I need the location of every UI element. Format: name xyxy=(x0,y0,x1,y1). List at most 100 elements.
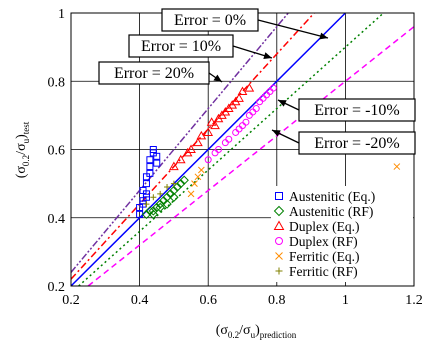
data-point xyxy=(249,108,257,116)
data-point xyxy=(273,205,285,217)
data-point xyxy=(146,163,154,171)
legend-entry: Austenitic (Eq.) xyxy=(275,189,375,204)
x-tick-label: 0.4 xyxy=(131,293,149,308)
data-point xyxy=(275,192,283,200)
data-point xyxy=(172,182,183,192)
callout-box xyxy=(161,8,259,32)
callout-arrowhead xyxy=(319,32,328,40)
data-point xyxy=(148,206,159,216)
legend-label: Ferritic (RF) xyxy=(289,264,358,279)
data-point xyxy=(146,169,154,177)
data-point xyxy=(175,154,186,164)
x-tick-label: 1.2 xyxy=(405,293,423,308)
error-callout: Error = -20% xyxy=(271,129,416,155)
callout-box xyxy=(298,98,416,122)
callout-box xyxy=(98,61,210,85)
data-point xyxy=(234,93,244,102)
legend-label: Austenitic (RF) xyxy=(289,204,373,219)
callout-box xyxy=(128,34,234,58)
callout-label: Error = -20% xyxy=(314,135,399,152)
data-point xyxy=(155,199,165,209)
y-tick-label: 0.2 xyxy=(48,280,66,295)
legend-entry: Ferritic (Eq.) xyxy=(275,249,359,264)
legend-label: Austenitic (Eq.) xyxy=(289,189,375,204)
data-point xyxy=(153,152,161,160)
callout-label: Error = 10% xyxy=(141,38,221,55)
data-point xyxy=(393,163,401,170)
legend-entry: Austenitic (RF) xyxy=(273,204,373,219)
x-tick-label: 1 xyxy=(342,293,349,308)
data-point xyxy=(194,173,202,181)
x-tick-label: 0.8 xyxy=(268,293,286,308)
error-line xyxy=(70,12,289,273)
data-point xyxy=(244,83,255,92)
data-point xyxy=(141,209,152,220)
legend-label: Ferritic (Eq.) xyxy=(289,249,359,264)
data-point xyxy=(217,110,227,119)
legend-label: Duplex (Eq.) xyxy=(289,219,359,234)
callout-label: Error = -10% xyxy=(314,102,399,119)
data-point xyxy=(142,180,150,188)
data-point xyxy=(191,180,198,187)
data-point xyxy=(203,127,214,136)
data-point xyxy=(164,184,171,191)
error-callout: Error = 20% xyxy=(98,61,223,85)
data-point xyxy=(155,202,165,213)
data-point xyxy=(179,175,189,185)
y-tick-label: 0.4 xyxy=(48,212,66,227)
callout-arrowhead xyxy=(263,52,272,59)
data-point xyxy=(142,193,150,201)
legend-box xyxy=(271,186,413,282)
data-point xyxy=(186,144,196,153)
data-point xyxy=(275,267,283,275)
data-point xyxy=(206,117,217,126)
tick-labels: 0.2 0.4 0.6 0.8 1 1.2 0.2 0.4 0.6 0.8 1 xyxy=(48,7,423,308)
data-point xyxy=(239,122,246,130)
error-callout: Error = 10% xyxy=(128,34,273,59)
data-point xyxy=(153,159,161,167)
data-point xyxy=(148,209,159,220)
data-point xyxy=(169,185,179,196)
data-point xyxy=(225,135,233,143)
y-tick-label: 0.8 xyxy=(48,75,66,90)
data-point xyxy=(193,137,203,147)
legend-label: Duplex (RF) xyxy=(289,234,358,249)
callout-arrowhead xyxy=(278,100,287,107)
data-point xyxy=(227,100,238,109)
x-tick-label: 0.2 xyxy=(62,293,80,308)
data-point xyxy=(204,156,212,164)
callout-arrowhead xyxy=(213,74,222,82)
error-line xyxy=(70,12,315,280)
data-point xyxy=(143,201,150,208)
legend-entry: Duplex (Eq.) xyxy=(273,219,359,234)
data-points xyxy=(136,83,401,220)
legend-entry: Ferritic (RF) xyxy=(275,264,358,279)
legend: Austenitic (Eq.)Austenitic (RF)Duplex (E… xyxy=(271,186,413,282)
error-line xyxy=(78,12,385,287)
data-point xyxy=(149,146,157,153)
data-point xyxy=(214,146,222,153)
data-point xyxy=(152,202,162,213)
error-callout: Error = 0% xyxy=(161,8,329,40)
data-point xyxy=(197,166,205,174)
data-point xyxy=(162,199,172,209)
error-lines xyxy=(70,12,415,287)
error-line xyxy=(70,12,346,287)
y-tick-label: 0.6 xyxy=(48,144,66,159)
data-point xyxy=(275,252,283,260)
x-axis-label: (σ0.2/σu)prediction xyxy=(216,323,297,340)
callout-arrow xyxy=(257,19,329,39)
y-axis-label: (σ0.2/σu)test xyxy=(14,121,31,178)
data-point xyxy=(157,190,164,197)
x-tick-label: 0.6 xyxy=(199,293,217,308)
data-point xyxy=(146,156,154,164)
data-point xyxy=(176,178,186,189)
error-callouts: Error = 0% Error = 10% Error = 20% Error = … xyxy=(98,8,416,155)
data-point xyxy=(169,192,179,202)
data-point xyxy=(150,194,157,201)
legend-entry: Duplex (RF) xyxy=(275,234,358,249)
data-point xyxy=(170,180,177,187)
y-tick-label: 1 xyxy=(58,7,65,22)
callout-box xyxy=(298,131,416,155)
